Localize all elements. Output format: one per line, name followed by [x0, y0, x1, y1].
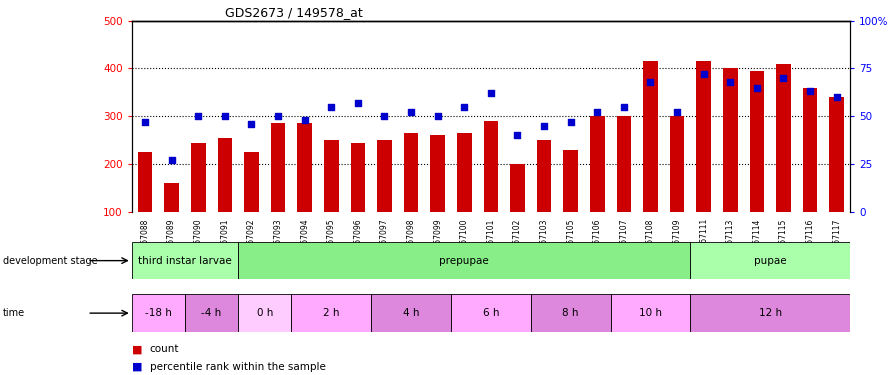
Bar — [457, 133, 472, 212]
Bar — [691, 242, 850, 279]
Point — [297, 117, 311, 123]
Bar — [185, 294, 239, 332]
Text: count: count — [150, 345, 179, 354]
Point — [218, 113, 232, 119]
Text: third instar larvae: third instar larvae — [138, 256, 231, 266]
Text: prepupae: prepupae — [440, 256, 490, 266]
Text: percentile rank within the sample: percentile rank within the sample — [150, 362, 326, 372]
Point — [697, 71, 711, 77]
Text: 6 h: 6 h — [482, 308, 499, 318]
Text: -4 h: -4 h — [201, 308, 222, 318]
Bar — [271, 123, 286, 212]
Bar — [803, 88, 817, 212]
Bar — [138, 152, 152, 212]
Bar — [510, 164, 525, 212]
Text: 0 h: 0 h — [256, 308, 273, 318]
Point — [670, 110, 684, 116]
Point — [271, 113, 285, 119]
Bar — [563, 150, 578, 212]
Bar — [617, 116, 631, 212]
Bar — [776, 64, 790, 212]
Point — [191, 113, 206, 119]
Bar — [132, 242, 239, 279]
Point — [590, 110, 604, 116]
Bar — [530, 294, 611, 332]
Point — [749, 85, 764, 91]
Point — [723, 79, 737, 85]
Point — [244, 121, 259, 127]
Point — [324, 104, 338, 110]
Point — [484, 90, 498, 96]
Text: pupae: pupae — [754, 256, 787, 266]
Bar — [239, 294, 291, 332]
Point — [431, 113, 445, 119]
Bar — [297, 123, 311, 212]
Bar — [643, 61, 658, 212]
Text: -18 h: -18 h — [145, 308, 172, 318]
Bar — [377, 140, 392, 212]
Bar — [537, 140, 551, 212]
Bar — [691, 294, 850, 332]
Bar — [670, 116, 684, 212]
Bar — [696, 61, 711, 212]
Text: ■: ■ — [132, 345, 142, 354]
Bar — [291, 294, 371, 332]
Bar — [404, 133, 418, 212]
Bar — [611, 294, 691, 332]
Bar — [451, 294, 530, 332]
Text: 8 h: 8 h — [562, 308, 578, 318]
Point — [803, 88, 817, 94]
Bar — [590, 116, 604, 212]
Bar — [749, 71, 765, 212]
Bar — [324, 140, 338, 212]
Text: 12 h: 12 h — [758, 308, 781, 318]
Bar — [829, 97, 844, 212]
Point — [165, 157, 179, 163]
Point — [457, 104, 472, 110]
Point — [563, 119, 578, 125]
Text: 4 h: 4 h — [403, 308, 419, 318]
Bar — [244, 152, 259, 212]
Bar — [191, 142, 206, 212]
Bar — [239, 242, 691, 279]
Point — [351, 100, 365, 106]
Point — [510, 132, 524, 138]
Point — [776, 75, 790, 81]
Point — [377, 113, 392, 119]
Bar — [217, 138, 232, 212]
Bar — [165, 183, 179, 212]
Bar — [431, 135, 445, 212]
Point — [829, 94, 844, 100]
Text: development stage: development stage — [3, 256, 97, 266]
Text: ■: ■ — [132, 362, 142, 372]
Text: 10 h: 10 h — [639, 308, 662, 318]
Point — [138, 119, 152, 125]
Text: time: time — [3, 308, 25, 318]
Point — [537, 123, 551, 129]
Point — [404, 110, 418, 116]
Bar — [132, 294, 185, 332]
Bar — [371, 294, 451, 332]
Point — [643, 79, 658, 85]
Text: 2 h: 2 h — [323, 308, 339, 318]
Bar — [351, 142, 365, 212]
Text: GDS2673 / 149578_at: GDS2673 / 149578_at — [225, 6, 363, 20]
Point — [617, 104, 631, 110]
Bar — [723, 68, 738, 212]
Bar — [483, 121, 498, 212]
